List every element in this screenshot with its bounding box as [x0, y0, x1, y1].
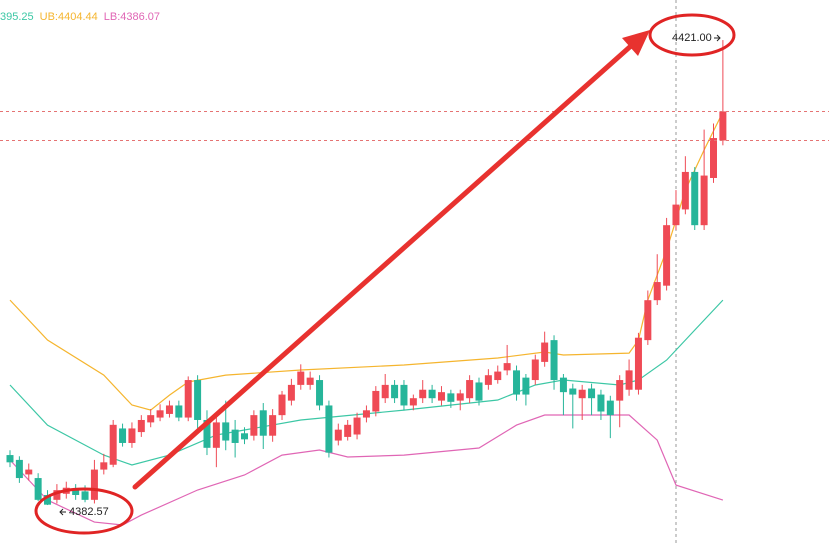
candle-body: [653, 282, 661, 301]
candle-body: [362, 410, 370, 418]
candle-body: [681, 171, 689, 210]
candle-body: [409, 398, 417, 406]
legend: 395.25 UB:4404.44 LB:4386.07: [0, 11, 160, 23]
candle-body: [269, 415, 277, 436]
high-circle: [648, 13, 736, 57]
candle-body: [231, 429, 239, 443]
candle-body: [297, 371, 305, 385]
candle-body: [503, 363, 511, 371]
candle-body: [344, 424, 352, 437]
candle-body: [90, 469, 98, 500]
candle-body: [6, 455, 14, 463]
candle-body: [663, 225, 671, 286]
candle-body: [400, 384, 408, 406]
candles: [0, 40, 829, 506]
candle-body: [241, 433, 248, 440]
candle-body: [616, 380, 624, 401]
candle-body: [44, 494, 52, 505]
candle-body: [165, 405, 173, 414]
candle-body: [25, 469, 33, 475]
candle-body: [710, 138, 717, 178]
candle-body: [316, 380, 324, 406]
candle-body: [644, 300, 652, 341]
candle-body: [494, 371, 502, 381]
candle-body: [606, 400, 614, 416]
candle-body: [391, 384, 399, 399]
candle-body: [203, 419, 211, 448]
candle-body: [597, 394, 605, 412]
candle-body: [672, 204, 680, 226]
candle-body: [428, 389, 436, 399]
candle-body: [484, 375, 492, 385]
low-circle: [34, 487, 134, 535]
candle-body: [466, 380, 474, 399]
candle-body: [287, 384, 295, 401]
candle-body: [175, 405, 183, 418]
candle-body: [250, 415, 258, 436]
candle-body: [212, 422, 220, 448]
candle-body: [81, 491, 89, 500]
candle-body: [513, 370, 521, 395]
candle-body: [691, 171, 699, 226]
candle-body: [334, 429, 342, 441]
candle-body: [700, 175, 708, 226]
candle-body: [325, 405, 333, 453]
candle-body: [522, 377, 530, 395]
candle-body: [475, 382, 483, 401]
band-line: [9, 111, 724, 411]
band-line: [9, 299, 724, 466]
candle-body: [34, 478, 42, 500]
candle-body: [559, 377, 567, 393]
candle-body: [156, 410, 164, 418]
candle-body: [381, 384, 389, 399]
candle-body: [541, 342, 549, 362]
candle-body: [100, 462, 108, 470]
candle-body: [531, 359, 539, 381]
candle-body: [578, 389, 586, 399]
band-line: [9, 414, 724, 526]
high-label: 4421.00: [672, 32, 712, 44]
candle-body: [222, 422, 230, 441]
legend-entry: 395.25: [0, 11, 34, 23]
candle-body: [719, 111, 727, 141]
candle-body: [419, 389, 427, 399]
candle-body: [372, 390, 380, 412]
low-label-arrow: [59, 508, 66, 516]
candle-body: [569, 388, 577, 395]
legend-entry: LB:4386.07: [103, 11, 161, 23]
candle-body: [456, 393, 464, 401]
candle-body: [128, 428, 136, 443]
candle-body: [437, 392, 445, 401]
candle-body: [634, 337, 642, 390]
candle-body: [550, 340, 558, 381]
candle-body: [194, 380, 202, 420]
candle-body: [137, 419, 145, 433]
candle-body: [278, 394, 286, 416]
candle-body: [53, 490, 61, 500]
candle-body: [147, 415, 155, 423]
candle-body: [72, 488, 80, 495]
candle-body: [306, 377, 314, 385]
candle-body: [259, 410, 267, 436]
candle-body: [447, 393, 455, 402]
trend-arrow: [132, 30, 650, 490]
high-label-arrow: [714, 34, 721, 42]
candle-body: [588, 388, 596, 399]
candle-body: [625, 370, 633, 390]
candle-body: [15, 459, 23, 479]
candle-body: [353, 417, 361, 435]
candle-body: [119, 428, 127, 443]
legend-entry: UB:4404.44: [39, 11, 98, 23]
candle-body: [184, 380, 192, 418]
low-label: 4382.57: [69, 506, 109, 518]
bands: [9, 111, 724, 526]
candle-body: [109, 424, 117, 465]
